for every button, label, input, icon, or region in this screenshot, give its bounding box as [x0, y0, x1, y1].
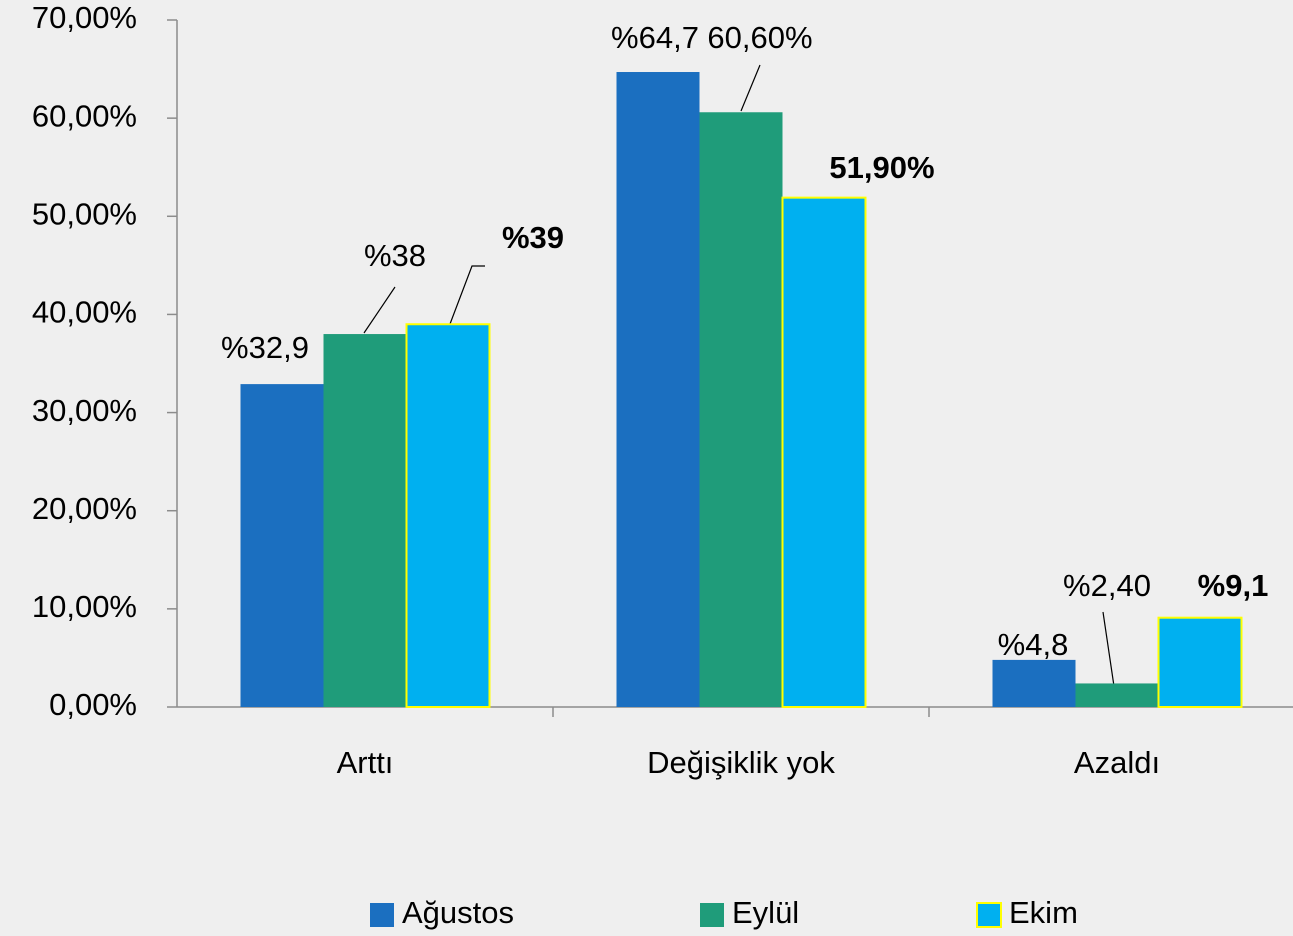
y-tick-label: 20,00%	[32, 491, 137, 526]
bar	[1075, 683, 1159, 707]
leader-line	[363, 286, 396, 334]
bar	[323, 334, 407, 707]
y-tick-label: 70,00%	[32, 0, 137, 35]
x-tick-label: Değişiklik yok	[647, 745, 835, 780]
bar	[240, 384, 324, 707]
x-tick-label: Arttı	[337, 745, 394, 780]
legend-label: Eylül	[732, 895, 799, 930]
data-label: %32,9	[221, 330, 309, 365]
bar	[699, 112, 783, 708]
data-label: %2,40	[1063, 568, 1151, 603]
data-label: %64,7	[611, 20, 699, 55]
x-tick-label: Azaldı	[1074, 745, 1160, 780]
bar	[781, 196, 867, 708]
legend-label: Ekim	[1009, 895, 1078, 930]
y-tick-label: 40,00%	[32, 295, 137, 330]
data-label: %9,1	[1198, 568, 1269, 603]
y-tick-label: 60,00%	[32, 98, 137, 133]
bar	[1157, 616, 1243, 708]
y-tick-label: 30,00%	[32, 393, 137, 428]
legend-label: Ağustos	[402, 895, 514, 930]
legend-swatch	[370, 903, 394, 927]
bar	[405, 323, 491, 708]
y-tick-label: 50,00%	[32, 196, 137, 231]
bar	[992, 659, 1076, 707]
bar	[616, 72, 700, 707]
data-label: %39	[502, 220, 564, 255]
leader-line	[449, 265, 485, 325]
leader-line	[740, 64, 761, 112]
data-label: %4,8	[998, 627, 1069, 662]
leader-line	[1102, 611, 1116, 694]
legend-swatch	[700, 903, 724, 927]
legend-swatch	[976, 902, 1002, 928]
y-tick-label: 10,00%	[32, 589, 137, 624]
data-label: %38	[364, 238, 426, 273]
y-tick-label: 0,00%	[49, 687, 137, 722]
data-label: 60,60%	[707, 20, 812, 55]
data-label: 51,90%	[829, 150, 934, 185]
